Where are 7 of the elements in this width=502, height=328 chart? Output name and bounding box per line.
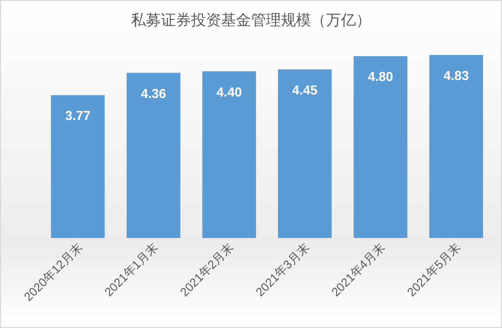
data-label: 4.83 (444, 68, 469, 83)
data-label: 4.40 (216, 84, 242, 100)
data-label: 4.80 (368, 69, 394, 84)
data-label: 3.77 (65, 108, 90, 124)
data-label: 4.45 (292, 82, 318, 98)
data-label: 4.36 (140, 86, 166, 101)
title: 私募证券投资基金管理规模（万亿） (131, 12, 371, 29)
